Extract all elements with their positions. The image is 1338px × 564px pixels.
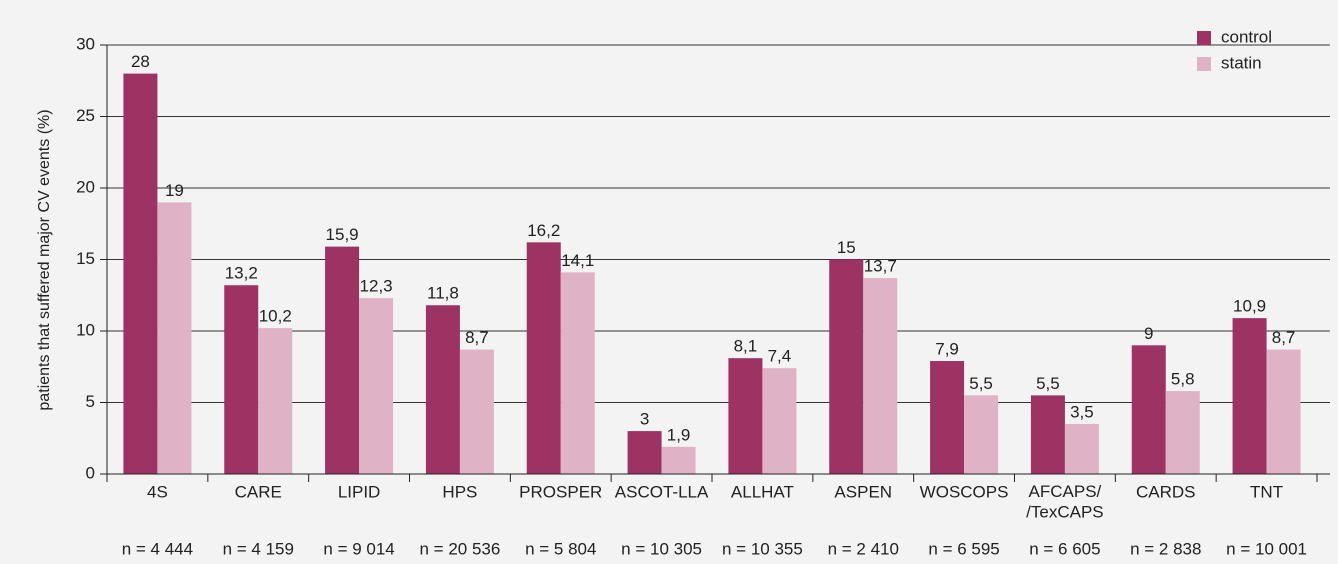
- value-label: 10,2: [259, 307, 292, 326]
- sample-size: n = 10 355: [722, 539, 803, 558]
- value-label: 28: [131, 52, 150, 71]
- value-label: 5,8: [1171, 370, 1195, 389]
- value-label: 14,1: [561, 251, 594, 270]
- x-tick-label: CARE: [235, 482, 282, 501]
- value-label: 10,9: [1233, 297, 1266, 316]
- bar: [224, 285, 259, 474]
- bar: [1030, 395, 1065, 474]
- value-label: 16,2: [527, 221, 560, 240]
- x-tick-label: ASPEN: [834, 482, 892, 501]
- value-label: 5,5: [969, 374, 993, 393]
- bar: [863, 278, 898, 474]
- sample-size: n = 6 595: [928, 539, 999, 558]
- x-tick-label: WOSCOPS: [920, 482, 1009, 501]
- bar: [627, 431, 662, 474]
- value-label: 19: [165, 181, 184, 200]
- y-tick-label: 5: [86, 392, 95, 411]
- value-label: 1,9: [667, 425, 691, 444]
- bar: [1131, 345, 1166, 474]
- bar: [1232, 318, 1267, 474]
- bar: [1266, 349, 1301, 474]
- bar: [661, 446, 696, 474]
- y-tick-label: 30: [76, 34, 95, 53]
- bar: [526, 242, 561, 474]
- sample-size: n = 20 536: [420, 539, 501, 558]
- x-tick-label: 4S: [147, 482, 168, 501]
- x-tick-label: AFCAPS//TexCAPS: [1026, 482, 1103, 521]
- sample-size: n = 2 410: [828, 539, 899, 558]
- sample-size: n = 6 605: [1029, 539, 1100, 558]
- bar: [325, 246, 360, 474]
- y-tick-label: 15: [76, 249, 95, 268]
- value-label: 8,7: [465, 328, 489, 347]
- legend-label: statin: [1221, 53, 1262, 72]
- legend-swatch: [1197, 31, 1211, 45]
- value-label: 8,7: [1272, 328, 1296, 347]
- x-tick-label: ASCOT-LLA: [615, 482, 709, 501]
- bar: [728, 358, 763, 474]
- legend-swatch: [1197, 57, 1211, 71]
- sample-size: n = 10 001: [1226, 539, 1307, 558]
- value-label: 3,5: [1070, 402, 1094, 421]
- value-label: 8,1: [734, 337, 758, 356]
- bar: [425, 305, 460, 474]
- y-axis-title: patients that suffered major CV events (…: [36, 109, 53, 410]
- bar: [930, 361, 965, 474]
- bar: [829, 259, 864, 474]
- sample-size: n = 4 159: [223, 539, 294, 558]
- x-tick-label: ALLHAT: [731, 482, 794, 501]
- y-tick-label: 20: [76, 177, 95, 196]
- bar: [964, 395, 999, 474]
- value-label: 13,7: [864, 257, 897, 276]
- value-label: 15: [837, 238, 856, 257]
- y-tick-label: 25: [76, 106, 95, 125]
- bar: [560, 272, 595, 474]
- y-tick-label: 10: [76, 320, 95, 339]
- x-tick-label: TNT: [1250, 482, 1283, 501]
- bar: [762, 368, 797, 474]
- value-label: 9: [1144, 324, 1153, 343]
- value-label: 11,8: [427, 284, 459, 303]
- sample-size: n = 5 804: [525, 539, 596, 558]
- y-tick-label: 0: [86, 463, 95, 482]
- value-label: 12,3: [360, 277, 393, 296]
- value-label: 13,2: [225, 264, 258, 283]
- value-label: 5,5: [1036, 374, 1060, 393]
- x-tick-label: LIPID: [338, 482, 381, 501]
- x-tick-label: HPS: [442, 482, 477, 501]
- bar: [123, 73, 158, 474]
- x-tick-label: PROSPER: [519, 482, 602, 501]
- sample-size: n = 4 444: [122, 539, 193, 558]
- value-label: 15,9: [326, 225, 359, 244]
- bar: [459, 349, 494, 474]
- value-label: 7,4: [768, 347, 792, 366]
- bar: [258, 328, 293, 474]
- sample-size: n = 2 838: [1130, 539, 1201, 558]
- bar: [157, 202, 192, 475]
- value-label: 7,9: [935, 340, 959, 359]
- legend-label: control: [1221, 27, 1272, 46]
- bar: [359, 298, 394, 474]
- x-tick-label: CARDS: [1136, 482, 1196, 501]
- sample-size: n = 9 014: [323, 539, 394, 558]
- value-label: 3: [640, 410, 649, 429]
- bar: [1165, 391, 1200, 474]
- bar: [1064, 423, 1099, 474]
- sample-size: n = 10 305: [621, 539, 702, 558]
